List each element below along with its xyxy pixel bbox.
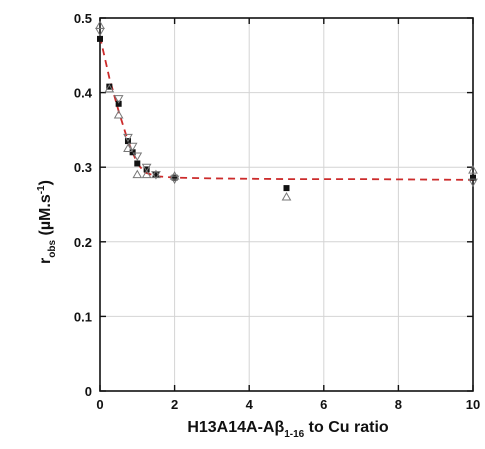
- data-point-open-down-triangle: [113, 95, 124, 104]
- y-tick-label: 0.3: [74, 160, 92, 175]
- data-point-open-triangle: [468, 165, 478, 174]
- plot-frame: [99, 17, 474, 392]
- data-point-filled-square: [115, 100, 122, 107]
- data-point-filled-square: [171, 174, 178, 181]
- y-tick-label: 0.2: [74, 235, 92, 250]
- data-point-filled-square: [106, 83, 113, 90]
- y-tick-label: 0: [85, 384, 92, 399]
- data-point-filled-square: [283, 185, 290, 192]
- x-axis-title-tail: to Cu ratio: [304, 419, 389, 436]
- y-axis-title-tail: (µM.s: [37, 194, 54, 240]
- data-point-filled-square: [143, 166, 150, 173]
- data-point-open-triangle: [123, 143, 133, 153]
- grid: [99, 17, 474, 392]
- data-point-open-down-triangle: [95, 27, 105, 37]
- x-tick-label: 6: [320, 397, 327, 412]
- data-point-open-triangle: [104, 83, 115, 93]
- data-point-open-down-triangle: [132, 152, 143, 162]
- y-tick-label: 0.4: [74, 86, 93, 101]
- data-point-filled-square: [134, 160, 141, 167]
- x-tick-label: 2: [171, 397, 178, 412]
- x-tick-label: 0: [96, 397, 103, 412]
- data-point-open-down-triangle: [123, 133, 133, 143]
- data-point-open-triangle: [113, 109, 124, 119]
- x-tick-label: 4: [246, 397, 254, 412]
- data-point-open-triangle: [132, 169, 143, 179]
- data-point-open-down-triangle: [141, 163, 152, 173]
- x-tick-label: 10: [466, 397, 480, 412]
- y-tick-label: 0.1: [74, 309, 92, 324]
- data-point-open-triangle: [281, 192, 292, 201]
- x-axis-title-main: H13A14A-Aβ: [187, 419, 284, 436]
- fit-line: [99, 36, 474, 181]
- y-axis-title: robs (µM.s-1): [36, 180, 58, 264]
- data-point-open-triangle: [141, 169, 152, 179]
- x-axis-title-subscript: 1-16: [284, 429, 304, 440]
- data-point-open-down-triangle: [127, 142, 138, 152]
- y-axis-title-close: ): [37, 180, 54, 185]
- axis-ticks: [99, 17, 474, 392]
- y-tick-label: 0.5: [74, 11, 92, 26]
- data-point-filled-square: [470, 174, 476, 181]
- y-axis-title-subscript: obs: [47, 240, 58, 258]
- data-points: [95, 20, 478, 201]
- data-point-open-down-triangle: [169, 175, 180, 185]
- data-point-open-down-triangle: [151, 171, 161, 180]
- x-tick-label: 8: [395, 397, 402, 412]
- data-point-open-down-triangle: [468, 178, 478, 188]
- data-point-filled-square: [129, 149, 136, 156]
- y-axis-title-main: r: [37, 258, 54, 264]
- data-point-filled-square: [152, 171, 159, 178]
- x-axis-title: H13A14A-Aβ1-16 to Cu ratio: [187, 419, 389, 440]
- tick-labels: 0 2 4 6 8 10 0 0.1 0.2 0.3 0.4 0.5: [74, 11, 480, 412]
- y-axis-title-superscript: -1: [36, 185, 47, 194]
- data-point-filled-square: [97, 35, 103, 42]
